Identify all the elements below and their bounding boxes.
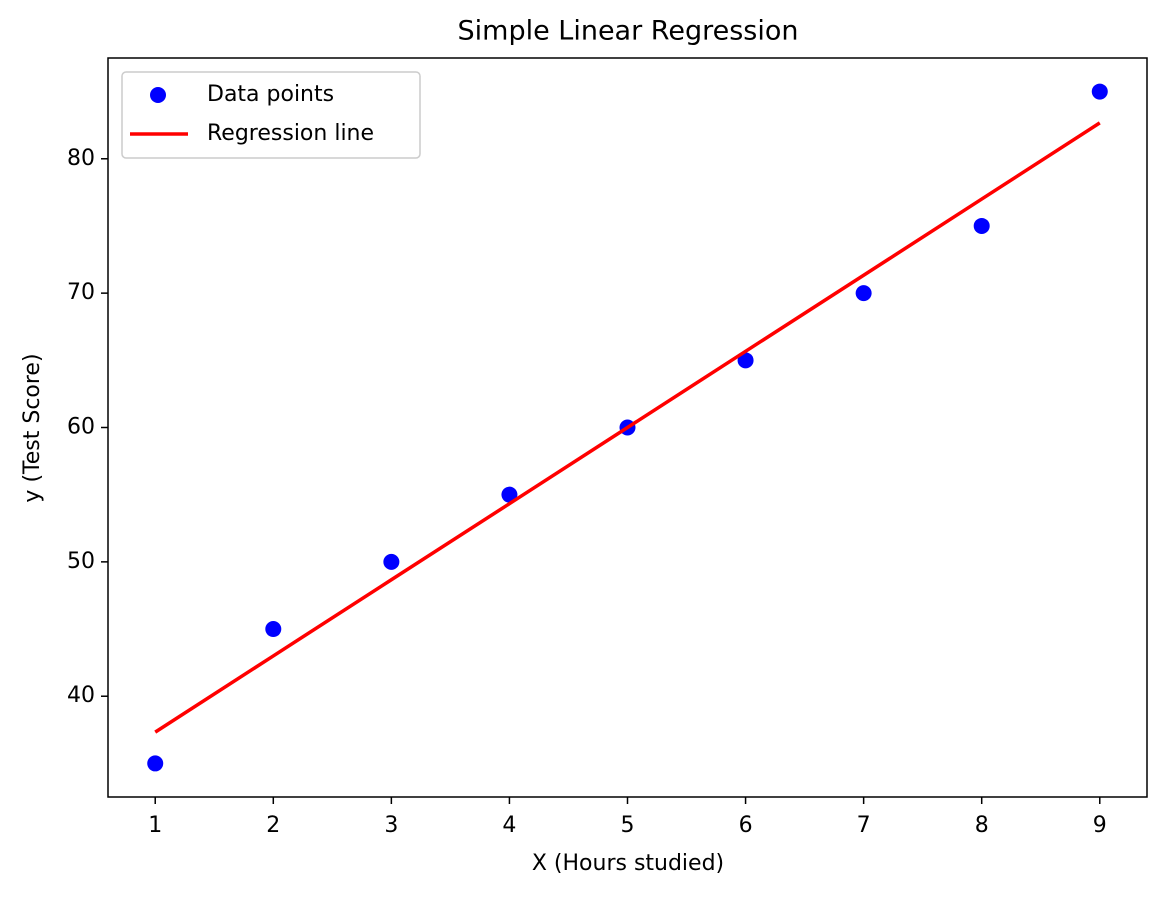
y-tick-label: 60: [67, 415, 95, 440]
regression-line: [154, 121, 1101, 734]
data-point: [973, 217, 990, 234]
legend-box: [121, 71, 421, 159]
x-tick-label: 6: [739, 813, 753, 838]
y-tick-label: 50: [67, 549, 95, 574]
legend-label: Regression line: [207, 121, 374, 146]
y-tick-label: 80: [67, 146, 95, 171]
y-axis-label: y (Test Score): [20, 353, 45, 502]
x-tick-label: 5: [621, 813, 635, 838]
x-axis-label: X (Hours studied): [532, 851, 724, 876]
data-point: [501, 486, 518, 503]
x-tick-label: 2: [266, 813, 280, 838]
legend-swatch: [150, 87, 166, 103]
y-tick-label: 70: [67, 280, 95, 305]
plot-frame: [107, 57, 1148, 798]
data-point: [265, 621, 282, 638]
x-tick-label: 9: [1093, 813, 1107, 838]
data-point: [737, 352, 754, 369]
y-tick-label: 40: [67, 683, 95, 708]
legend-label: Data points: [207, 82, 334, 107]
data-point: [1091, 83, 1108, 100]
x-tick-label: 8: [975, 813, 989, 838]
data-point: [147, 755, 164, 772]
chart-title: Simple Linear Regression: [458, 16, 799, 47]
x-tick-label: 7: [857, 813, 871, 838]
x-tick-label: 4: [502, 813, 516, 838]
x-tick-label: 3: [384, 813, 398, 838]
data-point: [383, 553, 400, 570]
x-tick-label: 1: [148, 813, 162, 838]
data-point: [855, 285, 872, 302]
